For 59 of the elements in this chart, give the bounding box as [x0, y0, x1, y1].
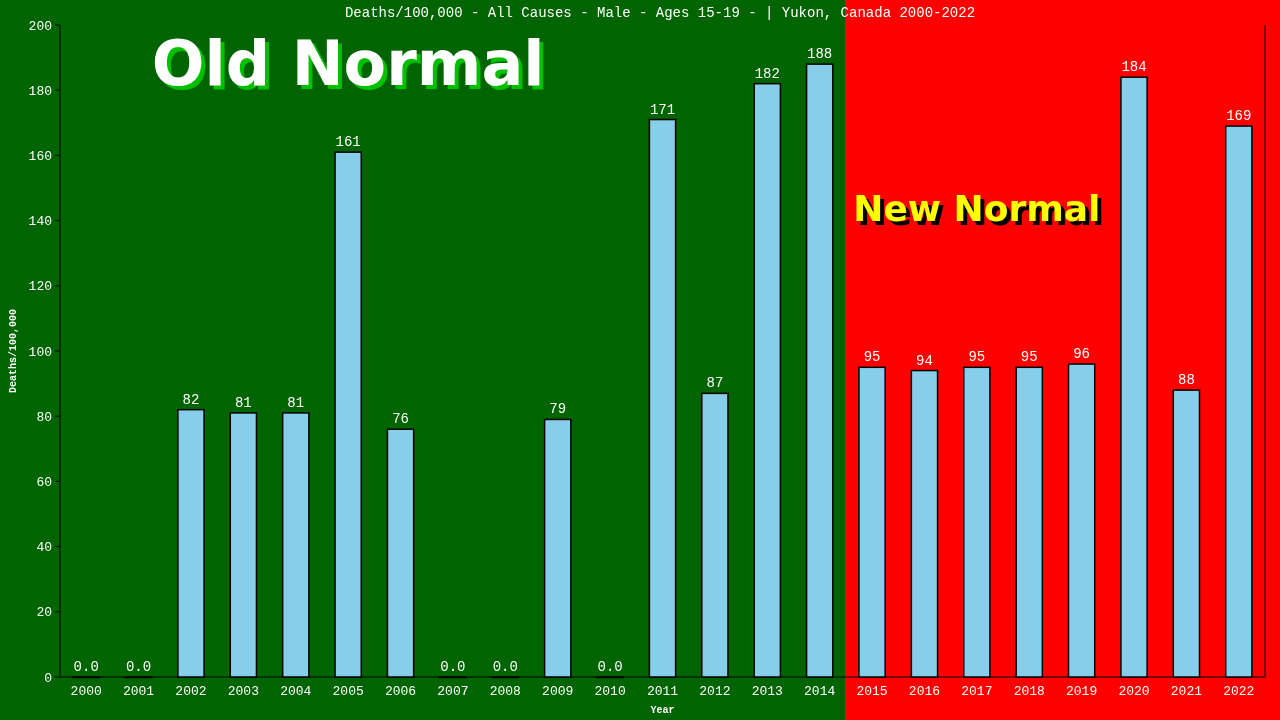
x-tick-label: 2022 [1223, 684, 1255, 699]
data-label: 81 [287, 394, 305, 411]
x-tick-label: 2008 [489, 684, 521, 699]
data-label: 182 [754, 65, 780, 82]
y-tick-label: 120 [28, 279, 52, 295]
x-tick-label: 2016 [908, 684, 941, 699]
x-axis-title: Year [650, 705, 675, 716]
x-tick-label: 2020 [1118, 684, 1150, 699]
x-tick-label: 2019 [1066, 684, 1098, 699]
x-tick-label: 2009 [542, 684, 574, 699]
y-tick-label: 200 [28, 18, 52, 34]
data-label: 95 [968, 349, 986, 366]
x-tick-label: 2017 [961, 684, 993, 699]
data-label: 0.0 [597, 659, 623, 675]
data-label: 188 [807, 46, 833, 63]
data-label: 0.0 [440, 659, 466, 675]
data-label: 0.0 [73, 659, 99, 675]
x-tick-label: 2000 [70, 684, 102, 699]
data-label: 79 [549, 401, 567, 418]
x-tick-label: 2006 [384, 684, 417, 699]
x-tick-label: 2014 [804, 684, 836, 699]
x-tick-label: 2013 [751, 684, 783, 699]
data-label: 95 [863, 349, 881, 366]
y-tick-label: 180 [28, 83, 52, 99]
x-tick-label: 2007 [437, 684, 469, 699]
y-tick-label: 100 [28, 344, 52, 360]
data-label: 171 [649, 101, 676, 118]
x-tick-label: 2001 [122, 684, 155, 699]
x-tick-label: 2012 [699, 684, 731, 699]
x-tick-label: 2004 [280, 684, 312, 699]
y-tick-label: 20 [36, 605, 52, 621]
data-label: 82 [182, 391, 200, 408]
y-tick-label: 160 [28, 148, 52, 164]
x-tick-label: 2005 [332, 684, 364, 699]
x-tick-label: 2002 [175, 684, 207, 699]
data-label: 161 [335, 134, 361, 151]
y-tick-label: 60 [36, 474, 52, 490]
y-tick-label: 140 [28, 214, 52, 230]
data-label: 95 [1020, 349, 1038, 366]
y-tick-label: 40 [36, 540, 52, 556]
data-label: 88 [1178, 372, 1195, 389]
x-tick-label: 2015 [856, 684, 888, 699]
x-tick-label: 2021 [1170, 684, 1203, 699]
y-tick-label: 0 [44, 670, 52, 686]
data-label: 94 [916, 352, 933, 369]
data-label: 87 [706, 375, 724, 392]
x-tick-label: 2011 [646, 684, 679, 699]
y-axis-title: Deaths/100,000 [8, 308, 19, 394]
y-tick-label: 80 [36, 409, 52, 425]
x-tick-label: 2010 [594, 684, 626, 699]
data-label: 81 [234, 394, 252, 411]
data-label: 0.0 [492, 659, 518, 675]
data-label: 76 [392, 411, 409, 428]
data-label: 96 [1073, 346, 1091, 363]
x-tick-label: 2003 [227, 684, 259, 699]
data-label: 0.0 [125, 659, 152, 675]
x-tick-label: 2018 [1013, 684, 1045, 699]
data-label: 184 [1121, 59, 1147, 76]
data-label: 169 [1226, 108, 1252, 125]
